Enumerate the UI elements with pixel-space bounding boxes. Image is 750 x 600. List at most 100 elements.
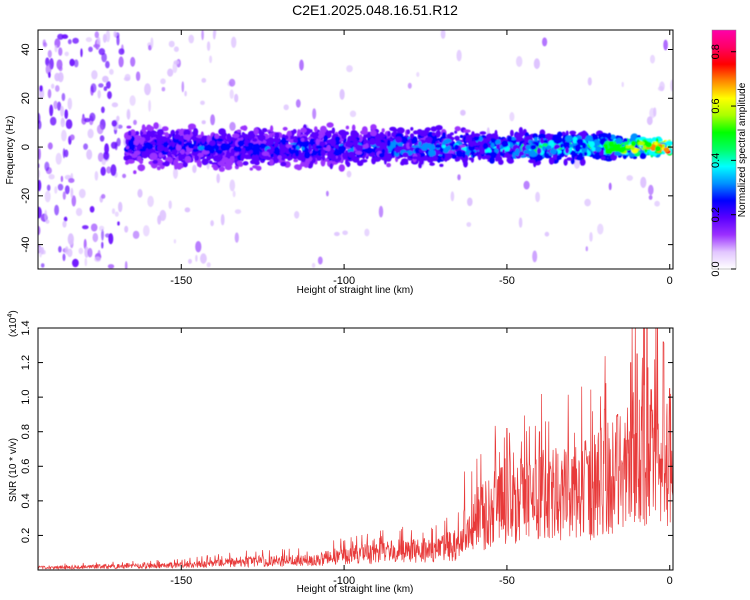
band-blob [410,126,414,131]
x-tick-label: -150 [170,275,192,287]
band-blob [386,162,391,168]
band-blob [389,141,397,146]
band-blob [168,142,172,147]
noise-blob [339,89,345,100]
band-blob [237,140,245,147]
band-blob [173,133,181,140]
noise-blob [122,173,127,179]
band-blob [252,147,258,156]
band-blob [158,152,163,158]
noise-blob [88,46,93,52]
band-blob [282,126,288,131]
band-blob [308,141,316,145]
noise-blob [150,37,154,49]
band-blob [126,159,135,164]
band-blob [374,140,382,145]
band-blob [148,143,154,150]
band-blob [597,133,605,138]
band-blob [468,157,474,161]
noise-blob [589,232,593,242]
band-blob [456,150,463,156]
band-blob [482,142,489,150]
noise-blob [532,250,538,263]
band-blob [502,149,506,154]
noise-blob [114,141,118,151]
noise-blob [56,59,63,70]
noise-blob [334,231,340,237]
band-blob [424,136,433,144]
noise-blob [124,225,129,233]
band-blob [183,129,191,137]
noise-blob [55,85,60,92]
noise-blob [118,48,125,55]
noise-blob [111,120,118,127]
band-blob [495,139,501,145]
band-blob [454,126,461,132]
noise-blob [124,261,128,269]
band-blob [592,133,596,141]
band-blob [496,144,500,150]
band-blob [639,152,647,159]
noise-blob [587,77,592,86]
noise-blob [584,198,591,207]
noise-blob [107,264,115,269]
noise-blob [161,87,166,92]
noise-blob [231,36,237,48]
band-blob [385,153,392,160]
band-blob [420,133,428,137]
band-blob [294,149,300,157]
noise-blob [116,35,120,46]
band-blob [434,149,440,156]
noise-blob [99,225,105,232]
band-blob [350,138,358,142]
band-blob [141,128,146,133]
band-blob [278,144,286,149]
noise-blob [113,31,117,38]
noise-blob [103,86,108,91]
noise-blob [407,82,412,89]
spectrogram-panel: -150 -100 -50 0 -40 -20 0 20 40 Height of strai… [5,29,674,296]
band-blob [135,131,140,136]
noise-blob [69,58,75,67]
noise-blob [106,166,112,174]
noise-blob [516,56,523,67]
band-blob [301,140,309,148]
band-blob [303,161,309,168]
band-blob [177,140,183,146]
noise-blob [184,90,187,97]
noise-blob [188,258,192,264]
band-blob [544,155,552,159]
band-blob [209,155,214,159]
band-blob [496,155,503,162]
noise-blob [210,220,214,227]
band-blob [251,154,260,163]
noise-blob [542,37,548,47]
noise-blob [200,253,207,264]
hot-blob [638,141,645,146]
band-blob [525,145,532,150]
band-blob [293,159,299,163]
noise-blob [173,60,180,65]
band-blob [579,133,586,137]
band-blob [166,136,170,144]
band-blob [564,147,570,154]
band-blob [422,143,426,150]
noise-blob [92,232,99,243]
band-blob [273,150,280,154]
noise-blob [210,114,216,126]
band-blob [193,128,199,136]
noise-blob [90,223,98,232]
noise-blob [98,83,104,88]
band-blob [282,154,287,159]
x-tick-label: -150 [170,575,192,587]
noise-blob [38,112,41,124]
snr-panel: -150 -100 -50 0 0.2 0.4 0.6 0.8 1.0 1.2 1.4 Heigh… [7,310,674,595]
band-blob [396,127,405,134]
band-blob [304,151,311,159]
band-blob [360,130,369,135]
band-blob [579,142,587,146]
y-tick-label: -20 [20,188,32,204]
band-blob [157,158,161,166]
band-blob [279,149,284,156]
noise-blob [63,216,68,222]
